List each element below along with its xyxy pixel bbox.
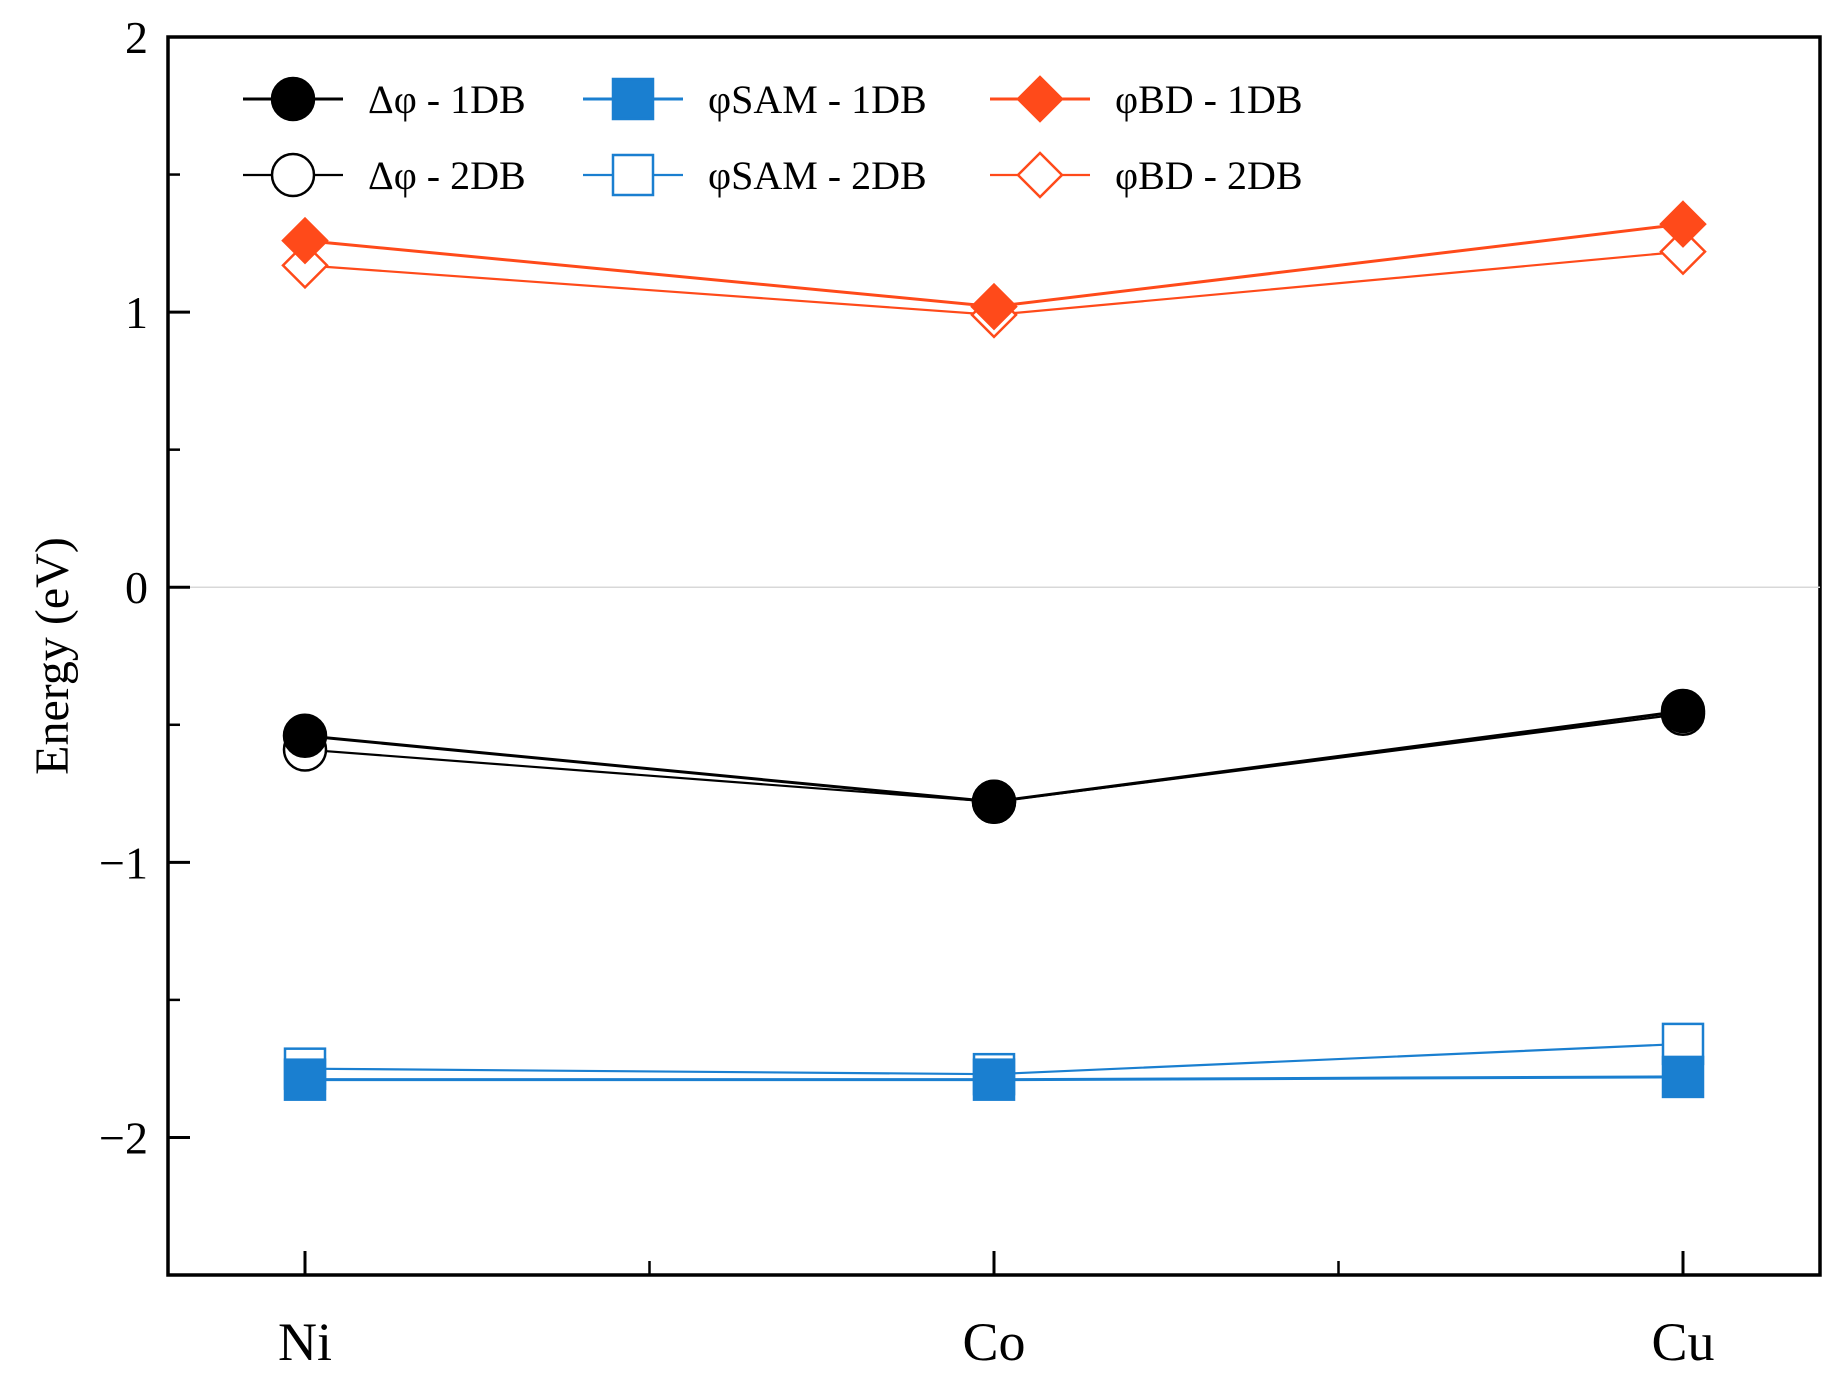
legend-marker-circle [270, 152, 316, 198]
legend-item-phibd-1db: φBD - 1DB [990, 75, 1303, 123]
y-axis-label: Energy (eV) [26, 537, 79, 775]
legend-item-phibd-2db: φBD - 2DB [990, 151, 1303, 199]
series-phisam-1db [283, 1055, 1705, 1101]
legend-label: φBD - 2DB [1115, 153, 1303, 198]
data-point-deltaphi-1db-cu [1660, 688, 1706, 734]
legend-item-phisam-2db: φSAM - 2DB [583, 153, 927, 198]
legend-marker-square [611, 153, 655, 197]
data-point-phisam-1db-ni [283, 1058, 327, 1101]
y-tick-label: −2 [99, 1112, 148, 1163]
legend-label: Δφ - 2DB [368, 153, 526, 198]
data-point-deltaphi-1db-co [971, 779, 1017, 825]
data-point-phisam-1db-cu [1661, 1055, 1705, 1099]
legend-marker-square [611, 77, 655, 121]
legend-item-deltaphi-2db: Δφ - 2DB [243, 152, 526, 198]
legend-marker-circle [270, 76, 316, 122]
legend-item-deltaphi-1db: Δφ - 1DB [243, 76, 526, 122]
legend-marker-diamond [1016, 151, 1064, 199]
x-tick-label: Cu [1651, 1312, 1714, 1372]
y-tick-label: −1 [99, 837, 148, 888]
y-tick-label: 1 [125, 287, 148, 338]
x-tick-label: Co [962, 1312, 1025, 1372]
data-point-phibd-1db-co [970, 282, 1018, 331]
series-deltaphi-1db [282, 688, 1706, 825]
data-point-phibd-2db-cu [1659, 227, 1707, 276]
legend-label: φBD - 1DB [1115, 77, 1303, 122]
legend-label: φSAM - 1DB [708, 77, 927, 122]
legend-marker-diamond [1016, 75, 1064, 123]
data-point-phibd-1db-ni [281, 216, 329, 265]
legend: Δφ - 1DB φSAM - 1DB φBD - 1DB Δφ - 2DB φSAM … [243, 75, 1303, 199]
series-phibd-1db [281, 200, 1707, 331]
data-point-deltaphi-1db-ni [282, 713, 328, 759]
data-point-phibd-2db-ni [281, 241, 329, 290]
legend-item-phisam-1db: φSAM - 1DB [583, 77, 927, 122]
y-tick-label: 2 [125, 12, 148, 63]
x-tick-label: Ni [278, 1312, 332, 1372]
y-tick-label: 0 [125, 562, 148, 613]
legend-label: φSAM - 2DB [708, 153, 927, 198]
data-point-phisam-1db-co [972, 1058, 1016, 1101]
data-point-phibd-1db-cu [1659, 200, 1707, 248]
legend-label: Δφ - 1DB [368, 77, 526, 122]
